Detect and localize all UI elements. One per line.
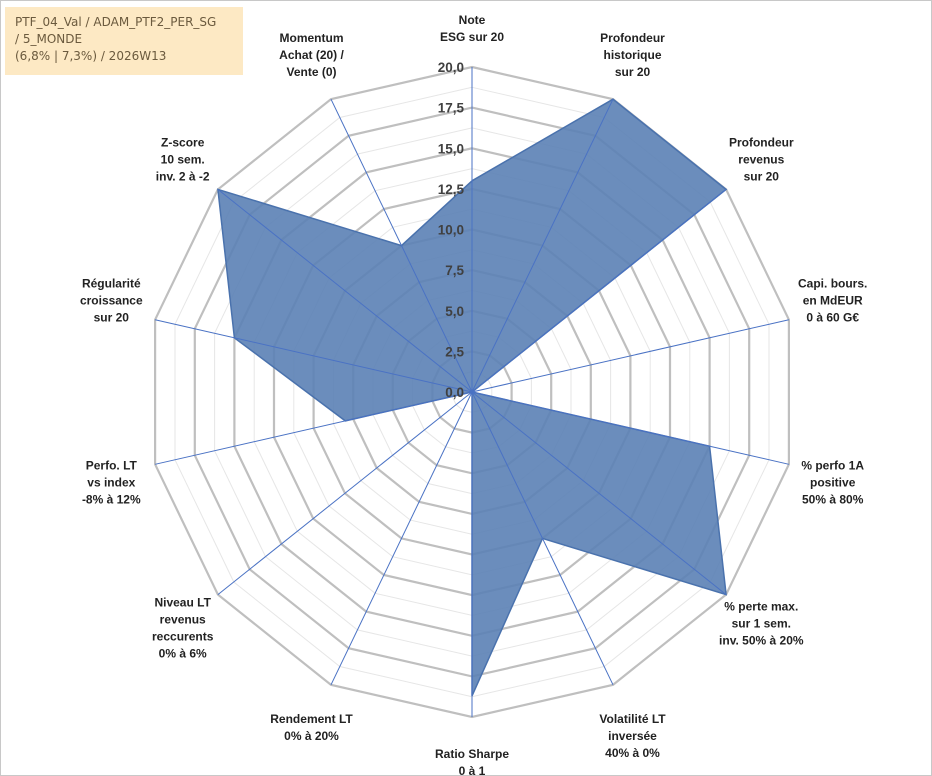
title-line-1: PTF_04_Val / ADAM_PTF2_PER_SG [15, 15, 217, 29]
axis-spoke [471, 391, 790, 465]
axis-spoke [330, 391, 473, 686]
axis-label-line: Momentum [280, 31, 344, 45]
axis-label-line: % perte max. [724, 600, 798, 614]
axis-label-line: Z-score [161, 135, 205, 149]
axis-label-line: revenus [160, 613, 206, 627]
axis-label-line: Perfo. LT [86, 459, 138, 473]
axis-label-line: % perfo 1A [801, 459, 864, 473]
axis-label: % perfo 1A positive 50% à 80% [801, 459, 864, 507]
axis-label-line: Volatilité LT [599, 712, 666, 726]
axis-label-line: Rendement LT [270, 712, 353, 726]
title-line-3: (6,8% | 7,3%) / 2026W13 [15, 49, 167, 63]
axis-label-line: sur 1 sem. [732, 617, 791, 631]
axis-spoke [154, 391, 473, 465]
axis-label: Ratio Sharpe 0 à 1 [435, 747, 509, 775]
axis-label-line: 0% à 20% [284, 729, 339, 743]
axis-label: % perte max. sur 1 sem. inv. 50% à 20% [719, 600, 804, 648]
axis-label-line: croissance [80, 293, 143, 307]
axis-label-line: historique [603, 48, 661, 62]
tick-label: 17,5 [438, 101, 465, 116]
axis-spoke [217, 391, 473, 595]
tick-label: 12,5 [438, 182, 465, 197]
axis-spoke [471, 189, 727, 393]
axis-label-line: sur 20 [744, 169, 780, 183]
tick-label: 15,0 [438, 141, 464, 156]
axis-label-line: revenus [738, 152, 784, 166]
axis-label-line: 0 à 1 [459, 764, 486, 775]
axis-label: Régularité croissance sur 20 [80, 276, 143, 324]
axis-label-line: -8% à 12% [82, 493, 141, 507]
tick-label: 0,0 [445, 385, 464, 400]
axis-label-line: Achat (20) / [279, 48, 344, 62]
axis-spoke [471, 319, 790, 393]
axis-label-line: Niveau LT [154, 596, 211, 610]
axis-label-line: Profondeur [729, 135, 794, 149]
tick-label: 7,5 [445, 263, 464, 278]
tick-label: 20,0 [438, 60, 464, 75]
axis-label: Profondeur historique sur 20 [600, 31, 665, 79]
axis-label: Perfo. LT vs index -8% à 12% [82, 459, 141, 507]
axis-label-line: 40% à 0% [605, 746, 660, 760]
axis-label-line: sur 20 [94, 310, 130, 324]
axis-label: Capi. bours. en MdEUR 0 à 60 G€ [798, 276, 867, 324]
axis-label-line: vs index [87, 476, 135, 490]
axis-label-line: 0% à 6% [159, 647, 207, 661]
axis-label-line: ESG sur 20 [440, 30, 504, 44]
title-line-2: / 5_MONDE [15, 32, 83, 46]
axis-label: Profondeur revenus sur 20 [729, 135, 794, 183]
axis-label-line: Capi. bours. [798, 276, 867, 290]
axis-label: Note ESG sur 20 [440, 13, 504, 44]
axis-label: Rendement LT 0% à 20% [270, 712, 353, 743]
tick-label: 2,5 [445, 344, 464, 359]
axis-spoke [217, 189, 473, 393]
axis-label-line: reccurents [152, 630, 214, 644]
axis-label-line: inv. 50% à 20% [719, 634, 804, 648]
axis-spoke [471, 391, 614, 686]
tick-label: 10,0 [438, 223, 464, 238]
axis-label-line: Régularité [82, 276, 141, 290]
axis-label-line: 10 sem. [161, 152, 205, 166]
axis-label-line: Ratio Sharpe [435, 747, 509, 761]
axis-spoke [471, 391, 727, 595]
axis-label: Volatilité LT inversée 40% à 0% [599, 712, 666, 760]
axis-spoke [471, 98, 614, 393]
axis-label-line: en MdEUR [803, 293, 863, 307]
chart-title-box: PTF_04_Val / ADAM_PTF2_PER_SG / 5_MONDE … [5, 7, 243, 75]
axis-label-line: inv. 2 à -2 [156, 169, 210, 183]
axis-label-line: Profondeur [600, 31, 665, 45]
axis-label-line: Vente (0) [286, 65, 336, 79]
axis-label-line: 0 à 60 G€ [806, 310, 859, 324]
axis-label-line: Note [459, 13, 486, 27]
axis-label-line: sur 20 [615, 65, 651, 79]
axis-label-line: positive [810, 476, 856, 490]
tick-label: 5,0 [445, 304, 464, 319]
axis-label-line: 50% à 80% [802, 493, 864, 507]
axis-label-line: inversée [608, 729, 657, 743]
axis-label: Niveau LT revenus reccurents 0% à 6% [152, 596, 214, 661]
axis-spoke [154, 319, 473, 393]
axis-label: Z-score 10 sem. inv. 2 à -2 [156, 135, 210, 183]
axis-label: Momentum Achat (20) / Vente (0) [279, 31, 344, 79]
axis-spoke [330, 98, 473, 393]
